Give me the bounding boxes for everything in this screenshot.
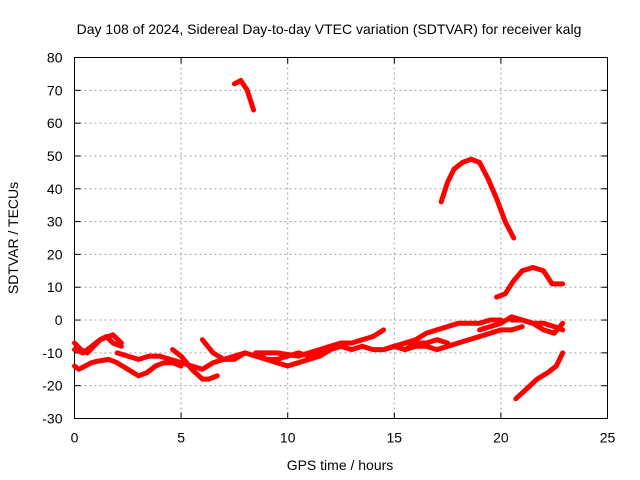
series-line-arc-2	[72, 356, 184, 379]
y-tick-label: 70	[47, 82, 63, 98]
x-axis: 0 5 10 15 20 25	[71, 57, 616, 446]
y-tick-label: 40	[47, 181, 63, 197]
y-tick-label: -30	[42, 411, 62, 427]
x-tick-label: 25	[600, 430, 616, 446]
y-tick-label: 50	[47, 148, 63, 164]
y-tick-label: 0	[55, 312, 63, 328]
series-line-arc-15	[477, 314, 566, 336]
y-tick-label: 60	[47, 115, 63, 131]
series-line-arc-3	[72, 332, 124, 356]
series-line-arc-13	[494, 265, 566, 300]
y-tick-label: 10	[47, 279, 63, 295]
grid	[74, 57, 608, 419]
y-tick-label: 80	[47, 50, 63, 66]
x-tick-label: 20	[493, 430, 509, 446]
y-axis: -30 -20 -10 0 10 20 30 40 50 60 70 80	[42, 50, 608, 427]
series-line-arc-12	[438, 156, 517, 241]
x-tick-label: 5	[177, 430, 185, 446]
x-axis-label: GPS time / hours	[287, 457, 394, 473]
x-tick-label: 10	[280, 430, 296, 446]
y-tick-label: 20	[47, 246, 63, 262]
chart-title: Day 108 of 2024, Sidereal Day-to-day VTE…	[77, 21, 582, 37]
y-tick-label: 30	[47, 214, 63, 230]
x-tick-label: 15	[387, 430, 403, 446]
plot-frame	[74, 57, 608, 419]
series-line-arc-9	[253, 327, 387, 359]
x-tick-label: 0	[71, 430, 79, 446]
y-axis-label: SDTVAR / TECUs	[5, 182, 21, 294]
data-series	[72, 78, 566, 402]
y-tick-label: -10	[42, 345, 62, 361]
series-line-arc-11	[402, 324, 525, 353]
series-line-arc-8	[253, 337, 451, 369]
series-line-arc-7	[231, 78, 257, 113]
series-line-arc-16	[513, 350, 566, 402]
series-line-arc-10	[381, 317, 504, 353]
series-line-arc-5	[170, 347, 220, 382]
y-tick-label: -20	[42, 378, 62, 394]
